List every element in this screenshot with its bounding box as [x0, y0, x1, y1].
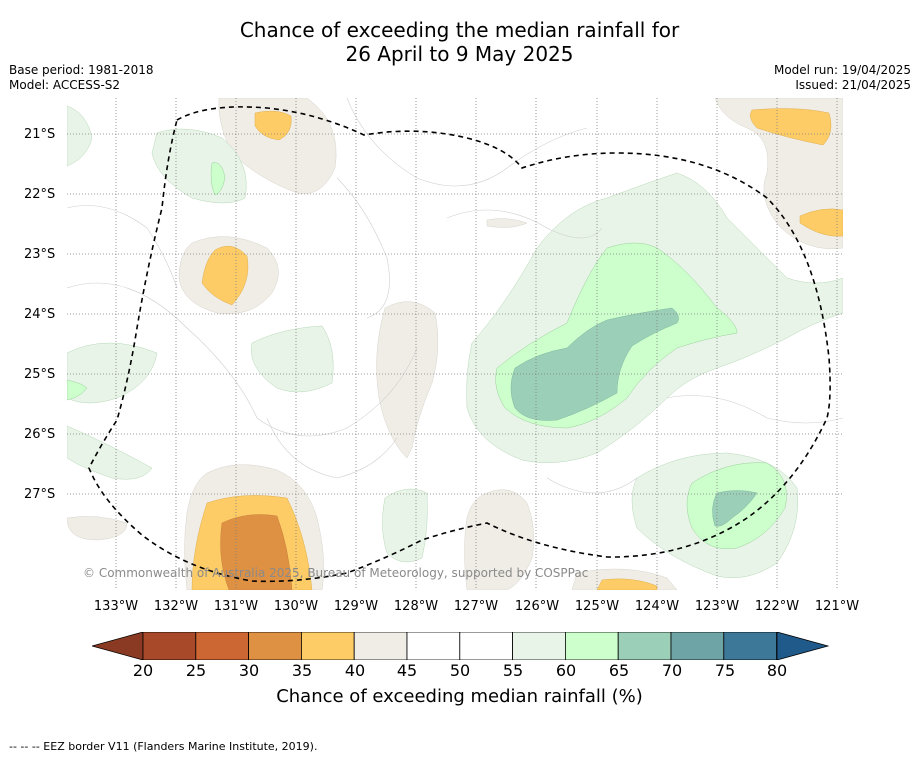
eez-legend-footer: -- -- -- EEZ border V11 (Flanders Marine…	[9, 740, 318, 753]
colorbar-cell	[300, 632, 355, 660]
colorbar-tick-30: 30	[238, 661, 260, 680]
contour-lines	[67, 98, 843, 494]
colorbar-cell	[564, 632, 619, 660]
colorbar-cell	[512, 632, 566, 660]
lon-label-123: 123°W	[694, 599, 740, 614]
lon-label-122: 122°W	[754, 599, 800, 614]
colorbar-tick-75: 75	[714, 661, 736, 680]
colorbar-tick-55: 55	[502, 661, 524, 680]
lon-label-121: 121°W	[814, 599, 860, 614]
colorbar-cell	[353, 632, 408, 660]
lat-label-22: 22°S	[24, 187, 56, 202]
issued-date: Issued: 21/04/2025	[795, 78, 911, 92]
lon-label-131: 131°W	[213, 599, 259, 614]
lon-label-130: 130°W	[273, 599, 319, 614]
lat-label-24: 24°S	[24, 307, 56, 322]
colorbar-tick-70: 70	[661, 661, 683, 680]
colorbar-tick-50: 50	[449, 661, 471, 680]
grid-lines	[67, 98, 843, 590]
rainfall-map	[67, 98, 843, 590]
colorbar-over-arrow	[776, 632, 829, 660]
model-run: Model run: 19/04/2025	[773, 63, 911, 77]
title-line-1: Chance of exceeding the median rainfall …	[239, 18, 680, 42]
colorbar-tick-35: 35	[291, 661, 313, 680]
meta-right: Model run: 19/04/2025 Issued: 21/04/2025	[774, 63, 911, 93]
colorbar-cell	[723, 632, 777, 660]
map-title: Chance of exceeding the median rainfall …	[0, 18, 919, 66]
colorbar-cell	[670, 632, 725, 660]
lon-label-124: 124°W	[634, 599, 680, 614]
lon-label-133: 133°W	[93, 599, 139, 614]
colorbar-cell	[459, 632, 513, 660]
lat-label-25: 25°S	[24, 367, 56, 382]
colorbar-tick-45: 45	[396, 661, 418, 680]
lon-label-127: 127°W	[453, 599, 499, 614]
colorbar-cell	[142, 632, 197, 660]
lon-label-129: 129°W	[333, 599, 379, 614]
orange-region	[220, 514, 293, 590]
lon-label-128: 128°W	[393, 599, 439, 614]
colorbar-tick-40: 40	[344, 661, 366, 680]
lon-label-132: 132°W	[153, 599, 199, 614]
copyright-notice: © Commonwealth of Australia 2025, Bureau…	[83, 566, 589, 580]
colorbar-tick-65: 65	[608, 661, 630, 680]
colorbar-tick-20: 20	[132, 661, 154, 680]
lon-label-125: 125°W	[574, 599, 620, 614]
colorbar	[92, 632, 829, 660]
colorbar-cells	[142, 632, 777, 660]
meta-left: Base period: 1981-2018 Model: ACCESS-S2	[9, 63, 154, 93]
colorbar-cell	[617, 632, 672, 660]
colorbar-tick-80: 80	[766, 661, 788, 680]
lat-label-26: 26°S	[24, 427, 56, 442]
lat-label-23: 23°S	[24, 247, 56, 262]
lon-label-126: 126°W	[514, 599, 560, 614]
colorbar-tick-60: 60	[555, 661, 577, 680]
colorbar-tick-25: 25	[185, 661, 207, 680]
model-name: Model: ACCESS-S2	[9, 78, 121, 92]
base-period: Base period: 1981-2018	[9, 63, 154, 77]
teal-green-regions	[510, 307, 758, 527]
eez-border	[88, 106, 831, 583]
colorbar-cell	[195, 632, 250, 660]
colorbar-label: Chance of exceeding median rainfall (%)	[276, 686, 643, 707]
colorbar-cell	[248, 632, 302, 660]
lat-label-27: 27°S	[24, 487, 56, 502]
lat-label-21: 21°S	[24, 127, 56, 142]
colorbar-cell	[406, 632, 461, 660]
colorbar-under-arrow	[92, 632, 144, 660]
title-line-2: 26 April to 9 May 2025	[345, 42, 574, 66]
